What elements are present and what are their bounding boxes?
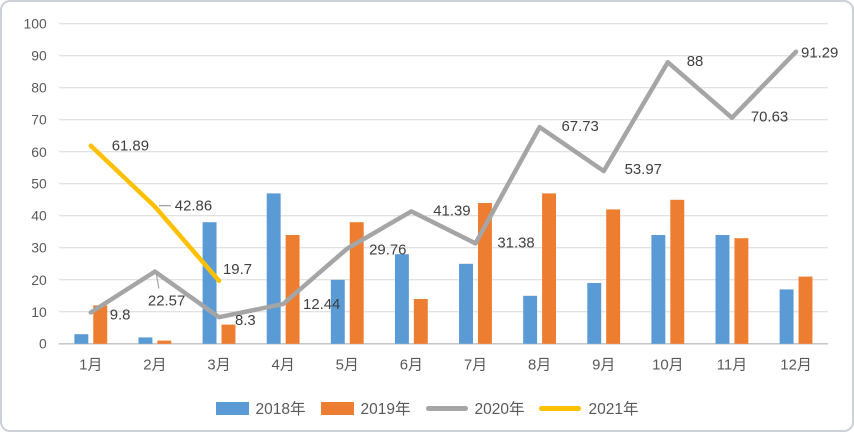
svg-text:30: 30 (31, 240, 47, 256)
legend-swatch-2019-bar-icon (320, 401, 354, 415)
svg-text:8.3: 8.3 (235, 313, 256, 329)
y-axis-labels: 0 10 20 30 40 50 60 70 80 90 100 (24, 16, 48, 352)
legend-label-2020: 2020年 (474, 401, 525, 418)
svg-text:12.44: 12.44 (303, 297, 340, 313)
legend-swatch-2021-line-icon (539, 405, 582, 411)
svg-text:50: 50 (31, 176, 47, 192)
svg-text:100: 100 (24, 16, 48, 32)
x-axis-labels: 1月 2月 3月 4月 5月 6月 7月 8月 9月 10月 11月 12月 (79, 358, 812, 374)
bars-2018年 (74, 193, 794, 344)
legend-item-2020: 2020年 (425, 397, 525, 419)
svg-text:40: 40 (31, 208, 47, 224)
svg-text:10: 10 (31, 304, 47, 320)
legend-swatch-2018-bar-icon (215, 401, 249, 415)
bars-2019年 (93, 193, 813, 344)
svg-text:29.76: 29.76 (369, 243, 406, 259)
legend-label-2019: 2019年 (360, 401, 411, 418)
svg-text:91.29: 91.29 (801, 46, 838, 62)
svg-text:10月: 10月 (652, 358, 683, 374)
svg-text:20: 20 (31, 272, 47, 288)
svg-text:60: 60 (31, 144, 47, 160)
legend: 2018年 2019年 2020年 2021年 (2, 398, 852, 418)
svg-text:7月: 7月 (464, 358, 487, 374)
svg-text:9.8: 9.8 (110, 307, 131, 323)
svg-text:2月: 2月 (143, 358, 166, 374)
svg-text:53.97: 53.97 (625, 162, 662, 178)
legend-item-2019: 2019年 (320, 397, 411, 419)
svg-text:41.39: 41.39 (433, 203, 470, 219)
svg-text:11月: 11月 (717, 358, 747, 374)
svg-text:1月: 1月 (79, 358, 102, 374)
svg-text:6月: 6月 (400, 358, 423, 374)
svg-text:31.38: 31.38 (497, 235, 534, 251)
legend-swatch-2020-line-icon (425, 405, 468, 411)
svg-text:42.86: 42.86 (175, 199, 212, 215)
legend-item-2018: 2018年 (215, 397, 306, 419)
svg-text:80: 80 (31, 80, 47, 96)
svg-text:67.73: 67.73 (561, 119, 598, 135)
svg-text:61.89: 61.89 (112, 139, 149, 155)
svg-text:12月: 12月 (780, 358, 811, 374)
legend-item-2021: 2021年 (539, 397, 638, 419)
svg-text:5月: 5月 (336, 358, 359, 374)
legend-label-2018: 2018年 (255, 401, 306, 418)
svg-text:8月: 8月 (528, 358, 551, 374)
svg-text:4月: 4月 (272, 358, 295, 374)
svg-text:9月: 9月 (592, 358, 615, 374)
svg-text:70.63: 70.63 (751, 110, 788, 126)
svg-text:3月: 3月 (207, 358, 230, 374)
gridlines (58, 23, 829, 345)
svg-text:22.57: 22.57 (148, 293, 185, 309)
svg-text:88: 88 (687, 54, 704, 70)
svg-text:90: 90 (31, 48, 47, 64)
line-2021年 (88, 143, 222, 283)
svg-text:0: 0 (39, 336, 47, 352)
data-labels-2021年: 61.89 42.86 19.7 (112, 139, 252, 278)
legend-label-2021: 2021年 (588, 401, 639, 418)
line-2020年 (88, 49, 799, 320)
svg-text:19.7: 19.7 (223, 262, 252, 278)
data-labels-2020年: 9.8 22.57 8.3 12.44 29.76 41.39 31.38 67.73 53.9… (110, 46, 839, 330)
svg-text:70: 70 (31, 112, 47, 128)
